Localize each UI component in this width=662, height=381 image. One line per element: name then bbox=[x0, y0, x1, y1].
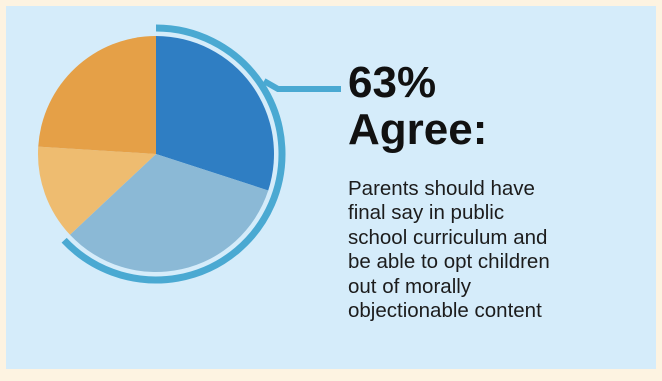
headline-percent: 63% bbox=[348, 58, 437, 107]
headline-label: Agree: bbox=[348, 105, 488, 154]
statement-text: Parents should have final say in public … bbox=[348, 177, 648, 323]
pie-slice-3 bbox=[38, 146, 156, 235]
pie-slice-4 bbox=[38, 36, 156, 154]
headline: 63% Agree: bbox=[348, 59, 487, 153]
statement-line: final say in public bbox=[348, 201, 505, 225]
infographic-card: 63% Agree: Parents should have final say… bbox=[6, 6, 656, 369]
pie-slice-2 bbox=[69, 154, 269, 273]
statement-line: out of morally bbox=[348, 274, 472, 298]
pie-slice-1 bbox=[156, 36, 274, 191]
statement-line: objectionable content bbox=[348, 299, 542, 323]
statement-line: school curriculum and bbox=[348, 225, 548, 249]
pie-chart bbox=[38, 24, 341, 284]
connector-line bbox=[262, 78, 341, 92]
statement-line: Parents should have bbox=[348, 177, 535, 200]
highlight-ring bbox=[61, 24, 286, 284]
statement-line: be able to opt children bbox=[348, 250, 550, 274]
